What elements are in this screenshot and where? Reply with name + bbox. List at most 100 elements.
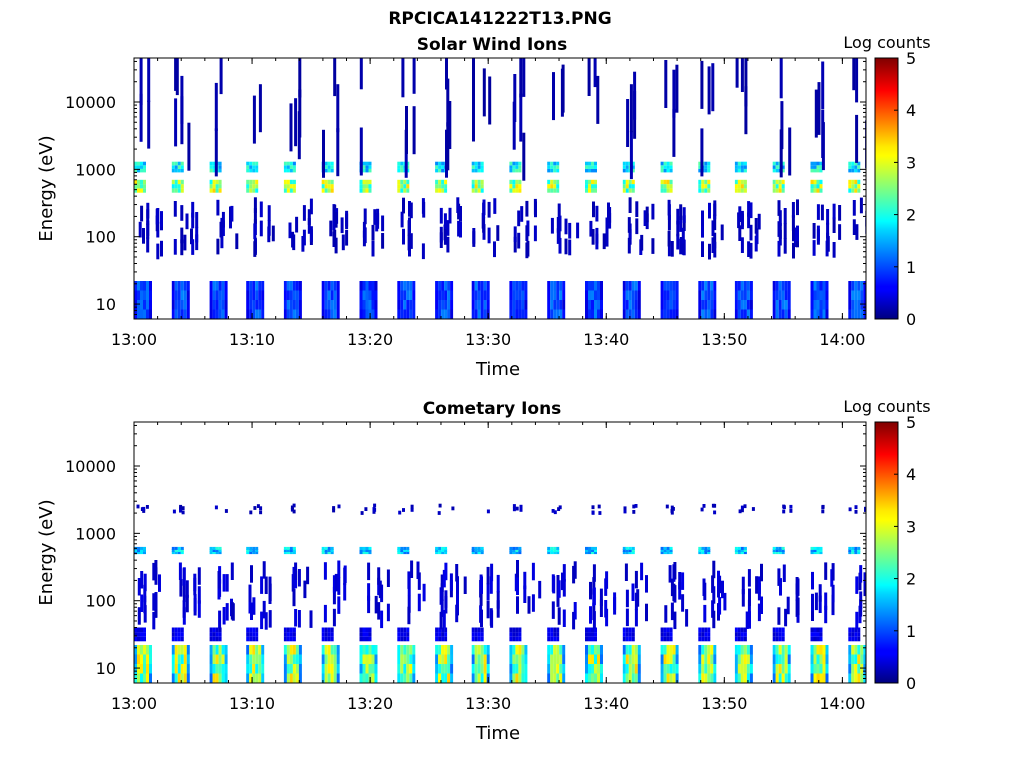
heatmap-cell (292, 636, 296, 642)
heatmap-cell (711, 63, 715, 112)
heatmap-cell (509, 168, 513, 173)
heatmap-cell (371, 664, 375, 674)
heatmap-cell (488, 76, 492, 125)
heatmap-cell (180, 239, 184, 256)
heatmap-cell (594, 632, 597, 637)
heatmap-cell (628, 281, 632, 291)
heatmap-cell (327, 551, 331, 555)
heatmap-cell (851, 654, 855, 664)
heatmap-cell (406, 645, 410, 655)
heatmap-cell (149, 664, 152, 674)
heatmap-cell (594, 627, 597, 633)
heatmap-cell (547, 184, 551, 189)
heatmap-cell (707, 632, 711, 637)
heatmap-cell (180, 549, 184, 552)
heatmap-cell (754, 218, 758, 234)
heatmap-cell (628, 300, 632, 310)
heatmap-cell (666, 632, 670, 637)
heatmap-cell (252, 664, 256, 674)
heatmap-cell (330, 551, 334, 555)
heatmap-cell (663, 161, 667, 166)
heatmap-cell (209, 165, 213, 169)
heatmap-cell (298, 89, 302, 138)
heatmap-cell (669, 549, 673, 552)
heatmap-cell (737, 290, 741, 300)
heatmap-cell (177, 549, 181, 552)
heatmap-cell (796, 578, 800, 596)
heatmap-cell (625, 188, 629, 193)
heatmap-cell (292, 546, 296, 550)
heatmap-cell (743, 645, 747, 655)
heatmap-cell (738, 509, 742, 514)
heatmap-cell (637, 290, 641, 300)
heatmap-cell (477, 549, 481, 552)
heatmap-cell (283, 654, 287, 664)
heatmap-cell (381, 233, 385, 249)
heatmap-cell (553, 627, 557, 633)
heatmap-cell (518, 168, 522, 173)
heatmap-cell (740, 505, 744, 510)
heatmap-cell (625, 608, 629, 627)
heatmap-cell (218, 290, 222, 300)
heatmap-cell (486, 281, 490, 291)
heatmap-cell (324, 654, 328, 664)
heatmap-cell (634, 673, 638, 683)
heatmap-cell (246, 645, 250, 655)
heatmap-cell (597, 654, 600, 664)
heatmap-cell (748, 611, 751, 629)
heatmap-cell (222, 574, 226, 592)
heatmap-cell (209, 161, 213, 166)
heatmap-cell (704, 632, 708, 637)
heatmap-cell (669, 632, 673, 637)
heatmap-cell (406, 309, 410, 319)
heatmap-cell (682, 215, 686, 231)
heatmap-cell (598, 511, 602, 515)
heatmap-cell (623, 509, 627, 514)
heatmap-cell (772, 664, 776, 674)
heatmap-cell (400, 211, 404, 228)
heatmap-cell (851, 161, 855, 166)
heatmap-cell (515, 168, 519, 173)
heatmap-cell (848, 645, 852, 655)
heatmap-cell (255, 161, 259, 166)
heatmap-cell (474, 673, 478, 683)
heatmap-cell (518, 632, 522, 637)
heatmap-cell (403, 551, 407, 555)
heatmap-cell (435, 165, 439, 169)
heatmap-cell (796, 225, 799, 242)
heatmap-cell (450, 300, 454, 310)
heatmap-cell (707, 627, 711, 633)
heatmap-cell (518, 546, 522, 550)
heatmap-cell (707, 546, 711, 550)
heatmap-cell (863, 290, 866, 300)
heatmap-cell (480, 161, 484, 166)
heatmap-cell (474, 309, 478, 319)
heatmap-cell (215, 549, 219, 552)
heatmap-cell (439, 207, 443, 224)
heatmap-cell (663, 632, 667, 637)
heatmap-cell (134, 290, 137, 300)
heatmap-cell (174, 161, 178, 166)
heatmap-cell (547, 546, 551, 550)
x-tick-label: 13:40 (583, 330, 629, 349)
heatmap-cell (821, 509, 825, 514)
heatmap-cell (400, 673, 404, 683)
heatmap-cell (819, 551, 823, 555)
heatmap-cell (779, 58, 783, 99)
heatmap-cell (258, 673, 262, 683)
heatmap-cell (848, 281, 852, 291)
heatmap-cell (666, 645, 670, 655)
heatmap-cell (737, 632, 741, 637)
heatmap-cell (669, 290, 673, 300)
heatmap-cell (517, 232, 521, 249)
heatmap-cell (143, 281, 146, 291)
heatmap-cell (406, 161, 410, 166)
heatmap-cell (246, 551, 250, 555)
heatmap-cell (193, 573, 197, 592)
heatmap-cell (509, 673, 513, 683)
heatmap-cell (666, 664, 670, 674)
heatmap-cell (816, 225, 820, 242)
heatmap-cell (380, 610, 384, 629)
heatmap-cell (397, 184, 401, 189)
heatmap-cell (666, 179, 670, 185)
